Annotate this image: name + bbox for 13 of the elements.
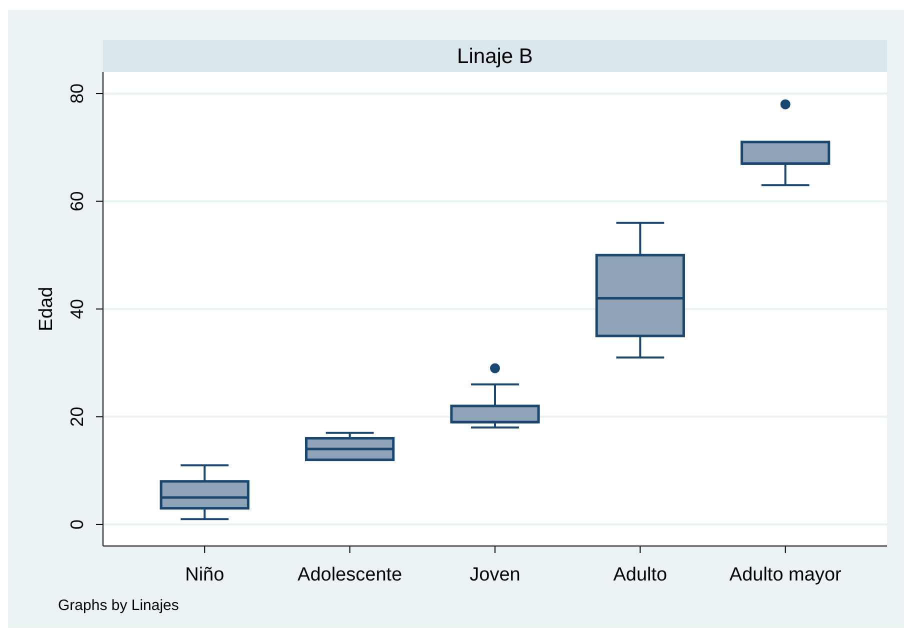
- x-tick-label: Adulto mayor: [729, 564, 842, 586]
- y-tick-label: 0: [67, 519, 87, 530]
- y-tick-label: 20: [67, 406, 87, 427]
- x-tick-label: Joven: [470, 564, 520, 586]
- y-tick-label: 80: [67, 84, 87, 104]
- y-tick-label: 60: [67, 191, 87, 212]
- x-tick-label: Niño: [185, 564, 224, 586]
- y-tick-label: 40: [67, 298, 87, 320]
- text: Graphs by Linajes: [58, 597, 179, 614]
- y-axis-title: Edad: [36, 286, 57, 332]
- chart-title: Linaje B: [457, 45, 533, 68]
- x-tick-label: Adulto: [613, 564, 668, 586]
- x-tick-label: Adolescente: [298, 564, 402, 586]
